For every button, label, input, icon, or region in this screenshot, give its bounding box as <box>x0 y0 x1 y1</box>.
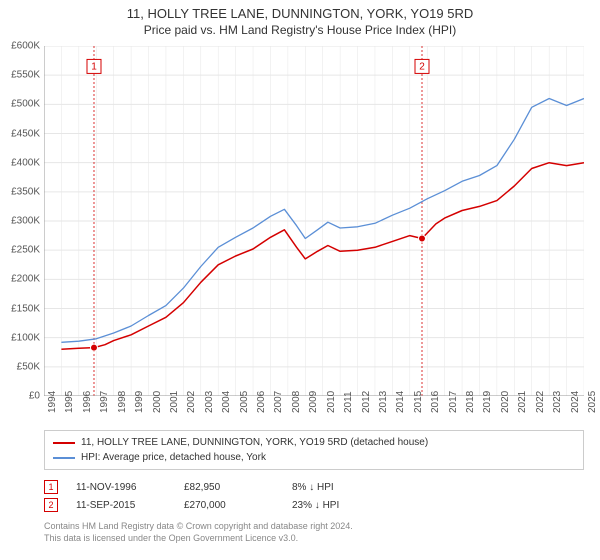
x-tick-label: 1998 <box>117 391 128 413</box>
marker-price: £270,000 <box>184 500 274 511</box>
legend-and-footer: 11, HOLLY TREE LANE, DUNNINGTON, YORK, Y… <box>44 430 584 544</box>
x-tick-label: 2004 <box>221 391 232 413</box>
svg-text:2: 2 <box>419 61 425 72</box>
x-tick-label: 2019 <box>482 391 493 413</box>
x-tick-label: 1996 <box>82 391 93 413</box>
x-tick-label: 2018 <box>465 391 476 413</box>
marker-badge: 1 <box>44 480 58 494</box>
svg-text:1: 1 <box>91 61 97 72</box>
x-tick-label: 2017 <box>448 391 459 413</box>
x-tick-label: 2025 <box>587 391 598 413</box>
footer-line-1: Contains HM Land Registry data © Crown c… <box>44 520 584 532</box>
y-tick-label: £450K <box>0 128 40 139</box>
x-tick-label: 2021 <box>517 391 528 413</box>
y-tick-label: £600K <box>0 41 40 52</box>
x-tick-label: 2005 <box>239 391 250 413</box>
marker-row: 2 11-SEP-2015 £270,000 23% ↓ HPI <box>44 496 584 514</box>
legend-item: 11, HOLLY TREE LANE, DUNNINGTON, YORK, Y… <box>53 435 575 450</box>
y-tick-label: £0 <box>0 391 40 402</box>
x-tick-label: 2006 <box>256 391 267 413</box>
title-block: 11, HOLLY TREE LANE, DUNNINGTON, YORK, Y… <box>0 0 600 37</box>
footer-line-2: This data is licensed under the Open Gov… <box>44 532 584 544</box>
marker-badge: 2 <box>44 498 58 512</box>
legend-swatch <box>53 442 75 444</box>
marker-date: 11-NOV-1996 <box>76 482 166 493</box>
x-tick-label: 1995 <box>64 391 75 413</box>
x-tick-label: 2022 <box>535 391 546 413</box>
x-tick-label: 1994 <box>47 391 58 413</box>
legend-box: 11, HOLLY TREE LANE, DUNNINGTON, YORK, Y… <box>44 430 584 470</box>
y-tick-label: £400K <box>0 157 40 168</box>
x-tick-label: 2016 <box>430 391 441 413</box>
y-tick-label: £250K <box>0 245 40 256</box>
chart-title: 11, HOLLY TREE LANE, DUNNINGTON, YORK, Y… <box>0 6 600 21</box>
x-tick-label: 1999 <box>134 391 145 413</box>
x-tick-label: 2010 <box>326 391 337 413</box>
y-tick-label: £50K <box>0 361 40 372</box>
legend-label: 11, HOLLY TREE LANE, DUNNINGTON, YORK, Y… <box>81 435 428 450</box>
marker-delta: 23% ↓ HPI <box>292 500 382 511</box>
marker-price: £82,950 <box>184 482 274 493</box>
marker-table: 1 11-NOV-1996 £82,950 8% ↓ HPI 2 11-SEP-2015 £… <box>44 478 584 514</box>
x-tick-label: 2020 <box>500 391 511 413</box>
y-tick-label: £350K <box>0 186 40 197</box>
y-tick-label: £100K <box>0 332 40 343</box>
x-tick-label: 2015 <box>413 391 424 413</box>
line-chart: 12 <box>44 46 584 396</box>
x-tick-label: 2014 <box>395 391 406 413</box>
x-tick-label: 2001 <box>169 391 180 413</box>
x-tick-label: 2002 <box>186 391 197 413</box>
x-tick-label: 2008 <box>291 391 302 413</box>
chart-area: 12 £0£50K£100K£150K£200K£250K£300K£350K£… <box>44 46 584 396</box>
marker-row: 1 11-NOV-1996 £82,950 8% ↓ HPI <box>44 478 584 496</box>
x-tick-label: 2003 <box>204 391 215 413</box>
x-tick-label: 2024 <box>570 391 581 413</box>
y-tick-label: £200K <box>0 274 40 285</box>
legend-swatch <box>53 457 75 459</box>
marker-date: 11-SEP-2015 <box>76 500 166 511</box>
y-tick-label: £500K <box>0 99 40 110</box>
x-tick-label: 1997 <box>99 391 110 413</box>
legend-item: HPI: Average price, detached house, York <box>53 450 575 465</box>
x-tick-label: 2011 <box>343 391 354 413</box>
footer: Contains HM Land Registry data © Crown c… <box>44 520 584 544</box>
y-tick-label: £150K <box>0 303 40 314</box>
y-tick-label: £550K <box>0 70 40 81</box>
x-tick-label: 2013 <box>378 391 389 413</box>
x-tick-label: 2000 <box>152 391 163 413</box>
legend-label: HPI: Average price, detached house, York <box>81 450 266 465</box>
y-tick-label: £300K <box>0 216 40 227</box>
x-tick-label: 2009 <box>308 391 319 413</box>
x-tick-label: 2012 <box>361 391 372 413</box>
chart-subtitle: Price paid vs. HM Land Registry's House … <box>0 23 600 37</box>
x-tick-label: 2007 <box>273 391 284 413</box>
x-tick-label: 2023 <box>552 391 563 413</box>
marker-delta: 8% ↓ HPI <box>292 482 382 493</box>
